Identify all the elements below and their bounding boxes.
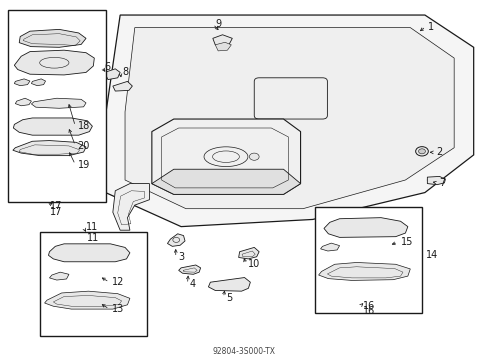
Text: 6: 6 [104,62,110,72]
Text: 20: 20 [78,140,90,150]
Text: 11: 11 [86,222,98,232]
Polygon shape [324,218,407,237]
Polygon shape [113,81,132,91]
Polygon shape [15,98,31,106]
Text: 11: 11 [87,233,99,243]
Polygon shape [48,244,130,262]
Text: 14: 14 [426,250,438,260]
Text: 17: 17 [49,201,61,211]
Bar [315,207,422,313]
Circle shape [415,147,427,156]
Polygon shape [31,79,45,86]
Polygon shape [208,278,250,291]
Text: 12: 12 [112,277,124,287]
Polygon shape [13,140,86,156]
Polygon shape [49,272,69,280]
Text: 4: 4 [189,279,196,289]
Text: 18: 18 [78,121,90,131]
Polygon shape [215,42,231,51]
Text: 15: 15 [400,237,412,247]
Polygon shape [320,243,339,251]
Text: 7: 7 [439,178,445,188]
Text: 5: 5 [225,293,232,303]
Polygon shape [14,50,94,75]
Polygon shape [113,184,149,230]
Text: 1: 1 [427,22,433,32]
Circle shape [249,153,259,160]
Text: 9: 9 [215,19,221,29]
Bar [40,232,147,336]
Polygon shape [31,98,86,108]
Polygon shape [212,35,232,46]
Polygon shape [13,118,92,135]
Text: 3: 3 [178,252,184,262]
Polygon shape [238,247,259,259]
Polygon shape [427,176,445,185]
Polygon shape [152,169,300,194]
Text: 2: 2 [435,147,442,157]
Text: 13: 13 [112,304,124,314]
Polygon shape [44,291,130,309]
Text: 19: 19 [78,159,90,170]
Polygon shape [19,30,86,47]
Text: 92804-3S000-TX: 92804-3S000-TX [213,347,275,356]
Bar [8,10,105,202]
Text: 16: 16 [362,306,374,316]
Text: 17: 17 [49,207,62,217]
Text: 8: 8 [122,67,128,77]
Text: 10: 10 [248,259,260,269]
Polygon shape [178,265,200,274]
Circle shape [418,149,425,154]
Polygon shape [318,262,409,280]
Polygon shape [167,234,184,246]
Text: 16: 16 [362,301,374,311]
Polygon shape [125,28,453,209]
Polygon shape [152,119,300,194]
Polygon shape [105,15,473,226]
Polygon shape [104,69,120,80]
Polygon shape [14,79,30,86]
